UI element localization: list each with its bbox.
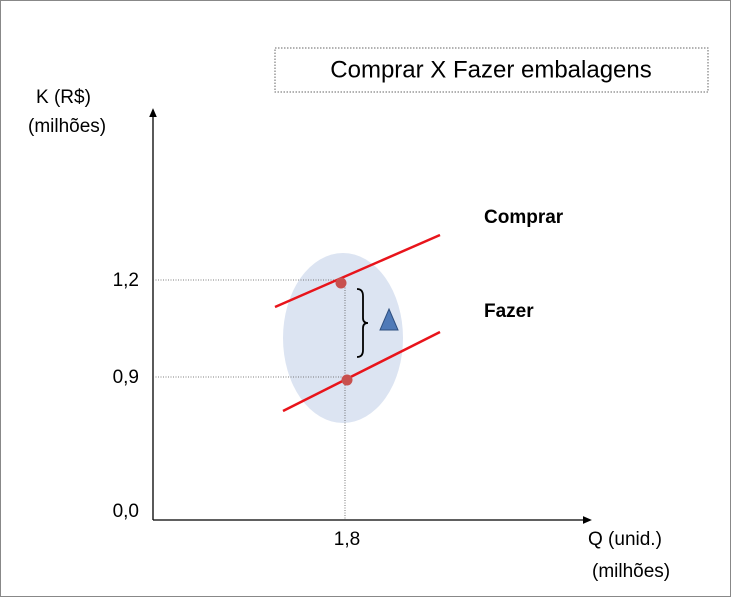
line-label: Fazer — [484, 301, 534, 322]
point — [335, 277, 347, 289]
x-axis-label: Q (unid.) — [588, 529, 662, 550]
comprar-line — [274, 233, 441, 309]
line-label: Comprar — [484, 207, 564, 228]
title: Comprar X Fazer embalagens — [330, 56, 651, 83]
y-axis-label: K (R$) — [36, 87, 91, 108]
guides — [153, 279, 346, 520]
delta-symbol — [379, 307, 399, 331]
bracket — [356, 288, 369, 358]
y-tick-label: 0,9 — [113, 367, 139, 388]
y-tick-label: 0,0 — [113, 501, 139, 522]
highlight-ellipse — [283, 253, 403, 423]
title-box — [274, 47, 709, 93]
x-axis-label: (milhões) — [592, 561, 670, 582]
x-tick-label: 1,8 — [334, 529, 360, 550]
fazer-line — [282, 330, 441, 413]
y-axis-label: (milhões) — [28, 116, 106, 137]
point — [341, 374, 353, 386]
y-tick-label: 1,2 — [113, 270, 139, 291]
